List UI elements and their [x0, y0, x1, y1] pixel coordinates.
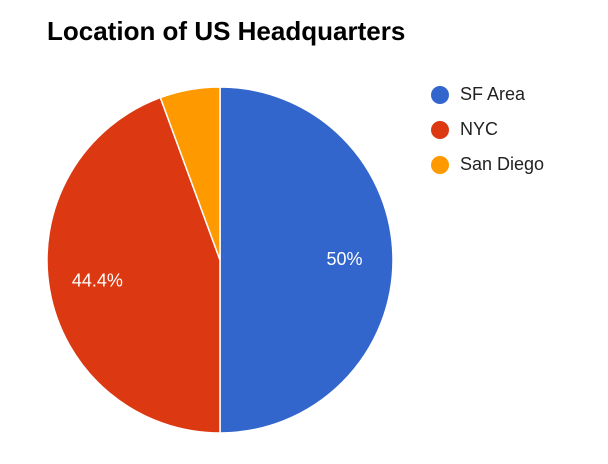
legend-swatch: [431, 156, 449, 174]
pie-slice: [159, 86, 221, 261]
legend-label: SF Area: [460, 84, 526, 104]
pie-slice: [46, 96, 221, 434]
legend-swatch: [431, 86, 449, 104]
pie-slice: [219, 86, 394, 434]
slice-label: 50%: [327, 249, 363, 269]
legend-swatch: [431, 121, 449, 139]
legend-label: NYC: [460, 119, 498, 139]
chart-title: Location of US Headquarters: [47, 16, 405, 46]
legend-label: San Diego: [460, 154, 544, 174]
slice-label: 44.4%: [72, 271, 123, 291]
